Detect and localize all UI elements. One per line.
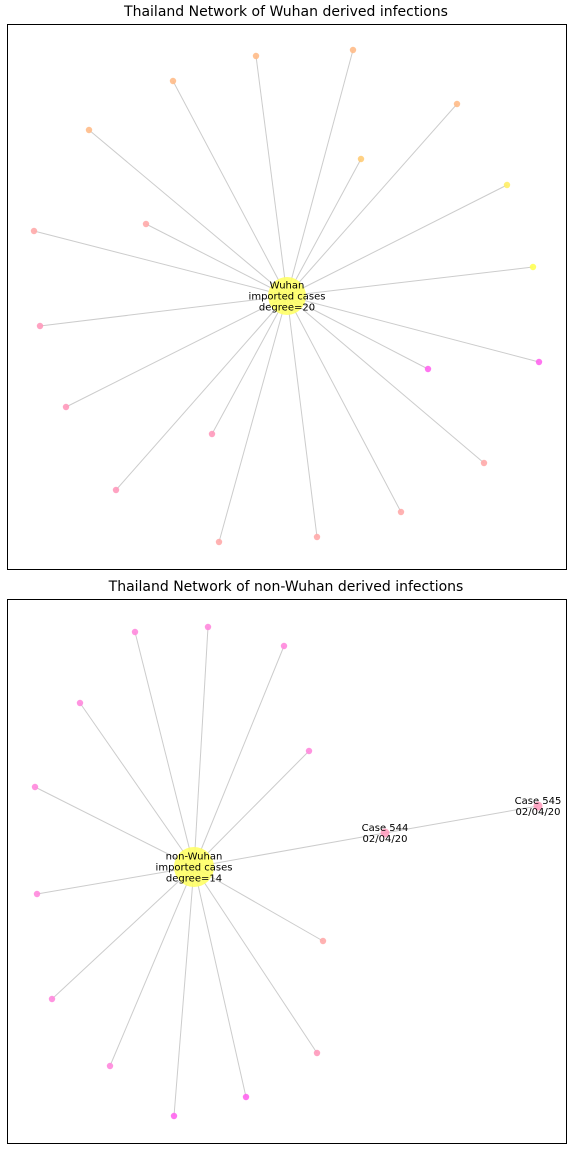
leaf-node [208,430,216,438]
leaf-node [36,322,44,330]
edge [286,295,485,464]
leaf-node [319,937,327,945]
edges [33,49,540,543]
edge [286,49,354,297]
leaf-node [30,227,38,235]
edge [286,295,540,363]
edge [211,295,288,435]
hub-node [174,847,214,887]
edges [34,626,539,1117]
edge [33,230,288,297]
edge [109,866,195,1067]
panel-title-non-wuhan: Thailand Network of non-Wuhan derived in… [108,579,464,595]
leaf-node [252,52,260,60]
leaf-node [204,623,212,631]
leaf-node [33,890,41,898]
edge [286,266,534,297]
edge [286,184,508,297]
edge [36,866,195,895]
edge [286,103,458,297]
leaf-node [31,783,39,791]
leaf-node [480,459,488,467]
leaf-node [313,1049,321,1057]
leaf-node [131,628,139,636]
network-frame-non-wuhan: Case 544 02/04/20 Case 545 02/04/20 non-Wuha… [7,599,567,1144]
case-node [380,828,390,838]
edge [134,631,195,868]
leaf-node [313,533,321,541]
edge [88,129,288,297]
edge [384,805,539,834]
nodes [31,623,543,1120]
case-label: Case 545 02/04/20 [515,796,562,818]
leaf-node [349,46,357,54]
leaf-node [85,126,93,134]
edge [51,866,195,1000]
leaf-node [169,77,177,85]
edge [145,223,288,297]
leaf-node [453,100,461,108]
edge [193,645,285,868]
leaf-node [76,699,84,707]
network-graph-wuhan: Wuhan imported cases degree=20 [30,46,543,546]
edge [255,55,288,297]
network-frame-wuhan: Wuhan imported cases degree=20 [7,24,567,570]
panel-title-wuhan: Thailand Network of Wuhan derived infect… [124,4,448,20]
edge [286,158,362,297]
edge [115,295,288,491]
case-node [533,801,543,811]
leaf-node [535,358,543,366]
edge [286,295,402,513]
leaf-node [112,486,120,494]
edge [193,866,247,1098]
leaf-node [357,155,365,163]
leaf-node [215,538,223,546]
network-graph-non-wuhan: Case 544 02/04/20 Case 545 02/04/20 non-Wuha… [31,623,562,1120]
edge [193,866,324,942]
edge [218,295,288,543]
leaf-node [397,508,405,516]
edge [286,295,429,370]
leaf-node [106,1062,114,1070]
edge [193,626,209,868]
edge [65,295,288,408]
leaf-node [529,263,537,271]
hub-label: Wuhan imported cases degree=20 [249,281,326,314]
hub-label: non-Wuhan imported cases degree=14 [156,852,233,885]
leaf-node [142,220,150,228]
case-label: Case 544 02/04/20 [362,823,409,845]
edge [34,786,195,868]
leaf-node [48,995,56,1003]
edge [193,750,310,868]
leaf-node [170,1112,178,1120]
edge [79,702,195,868]
edge [286,295,318,538]
edge [193,832,386,868]
edge [39,295,288,327]
leaf-node [62,403,70,411]
leaf-node [424,365,432,373]
leaf-node [305,747,313,755]
edge [193,866,318,1054]
leaf-node [242,1093,250,1101]
leaf-node [280,642,288,650]
leaf-node [503,181,511,189]
nodes [30,46,543,546]
hub-node [268,277,306,315]
edge [173,866,195,1117]
edge [172,80,288,297]
